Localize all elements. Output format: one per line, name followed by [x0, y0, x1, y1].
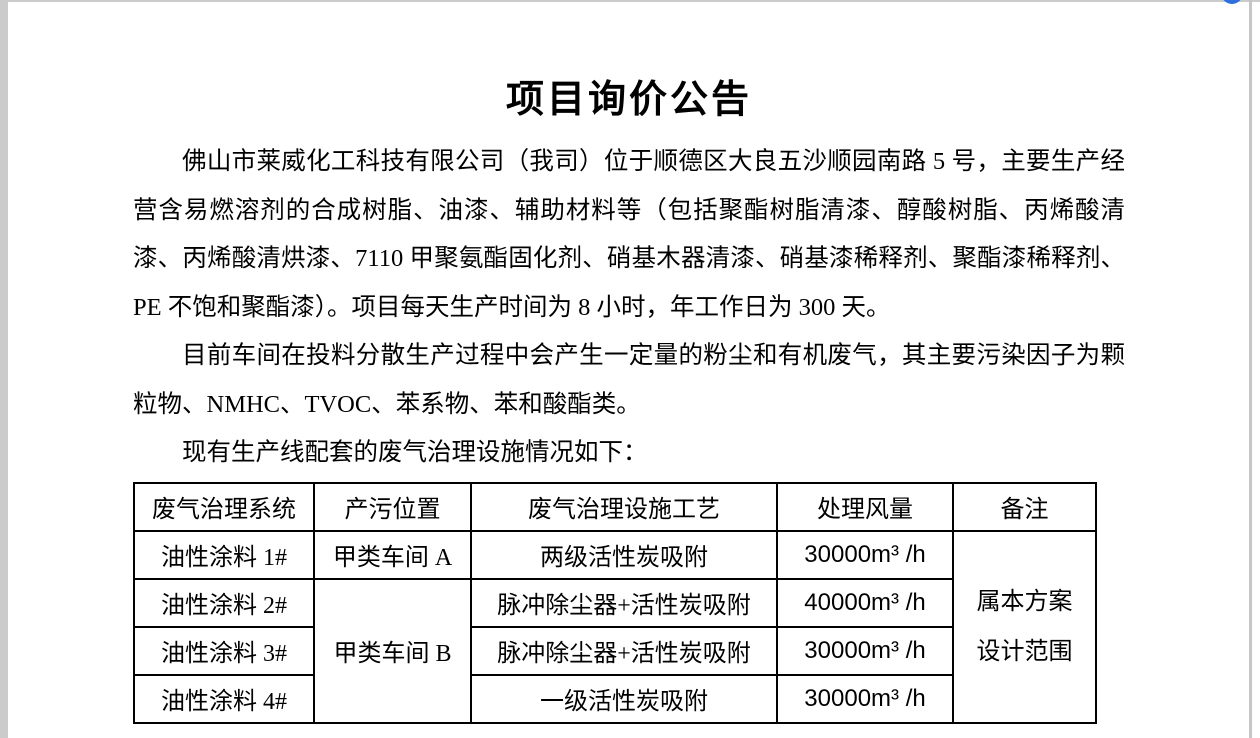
table-row: 油性涂料 1# 甲类车间 A 两级活性炭吸附 30000m³ /h 属本方案 设… — [133, 529, 1097, 724]
header-process: 废气治理设施工艺 — [470, 481, 778, 532]
table-header-row: 废气治理系统 产污位置 废气治理设施工艺 处理风量 备注 — [133, 481, 1097, 532]
cell-system: 油性涂料 2# — [133, 577, 315, 628]
header-remark: 备注 — [952, 481, 1097, 532]
cell-system: 油性涂料 4# — [133, 673, 315, 724]
table-row: 油性涂料 3# 脉冲除尘器+活性炭吸附 30000m³ /h — [133, 625, 1096, 676]
cell-process: 两级活性炭吸附 — [470, 529, 778, 580]
cell-airflow: 30000m³ /h — [776, 673, 954, 724]
cell-airflow: 30000m³ /h — [776, 625, 954, 676]
cell-system: 油性涂料 1# — [133, 529, 315, 580]
paragraph-company-intro: 佛山市莱威化工科技有限公司（我司）位于顺德区大良五沙顺园南路 5 号，主要生产经… — [133, 148, 1125, 321]
cell-location: 甲类车间 A — [313, 529, 472, 580]
paragraph-table-lead-in: 现有生产线配套的废气治理设施情况如下： — [182, 439, 648, 466]
cell-system: 油性涂料 3# — [133, 625, 315, 676]
paragraph-pollutants: 目前车间在投料分散生产过程中会产生一定量的粉尘和有机废气，其主要污染因子为颗粒物… — [133, 342, 1125, 418]
header-location: 产污位置 — [313, 481, 472, 532]
document-page: 项目询价公告 佛山市莱威化工科技有限公司（我司）位于顺德区大良五沙顺园南路 5 … — [133, 0, 1125, 724]
header-system: 废气治理系统 — [133, 481, 315, 532]
waste-gas-treatment-table: 废气治理系统 产污位置 废气治理设施工艺 处理风量 备注 油性涂料 1# 甲类车… — [133, 481, 1097, 724]
cell-airflow: 40000m³ /h — [776, 577, 954, 628]
header-airflow: 处理风量 — [776, 481, 954, 532]
cell-process: 脉冲除尘器+活性炭吸附 — [470, 625, 778, 676]
table-row: 油性涂料 4# 一级活性炭吸附 30000m³ /h — [133, 673, 1096, 724]
page-left-gutter — [0, 0, 8, 738]
cell-remark: 属本方案 设计范围 — [952, 529, 1097, 724]
page-title: 项目询价公告 — [505, 79, 752, 121]
cell-location: 甲类车间 B — [313, 577, 472, 724]
cell-process: 脉冲除尘器+活性炭吸附 — [470, 577, 778, 628]
cell-process: 一级活性炭吸附 — [470, 673, 778, 724]
page-top-edge — [0, 0, 1260, 2]
cell-airflow: 30000m³ /h — [776, 529, 954, 580]
floating-blue-button[interactable] — [1221, 0, 1243, 4]
table-row: 油性涂料 2# 甲类车间 B 脉冲除尘器+活性炭吸附 40000m³ /h — [133, 577, 1096, 724]
scrollbar-track[interactable] — [1249, 0, 1252, 738]
